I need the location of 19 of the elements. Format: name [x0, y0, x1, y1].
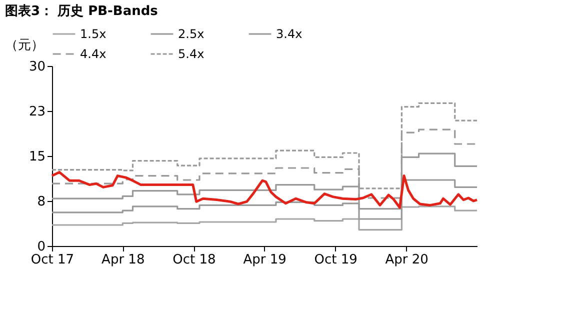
legend-label: 3.4x — [276, 27, 302, 41]
chart-title: 图表3： 历史 PB-Bands — [5, 4, 158, 19]
y-axis-title: （元） — [5, 38, 44, 53]
y-tick-label: 8 — [37, 194, 46, 210]
y-tick-label: 15 — [28, 150, 46, 164]
x-tick-label: Oct 17 — [30, 252, 74, 268]
y-tick-label: 23 — [28, 104, 46, 120]
y-tick-label: 30 — [28, 60, 46, 74]
x-tick-label: Apr 18 — [102, 252, 145, 268]
legend-label: 1.5x — [80, 27, 106, 41]
legend-label: 5.4x — [178, 47, 204, 61]
x-tick-label: Oct 18 — [172, 252, 216, 268]
legend-label: 2.5x — [178, 27, 204, 41]
x-tick-label: Apr 20 — [385, 252, 428, 268]
line-series — [50, 170, 478, 209]
x-tick-label: Oct 19 — [314, 252, 358, 268]
legend-label: 4.4x — [80, 47, 106, 61]
y-tick-label: 0 — [37, 240, 46, 254]
x-tick-label: Apr 19 — [243, 252, 286, 268]
